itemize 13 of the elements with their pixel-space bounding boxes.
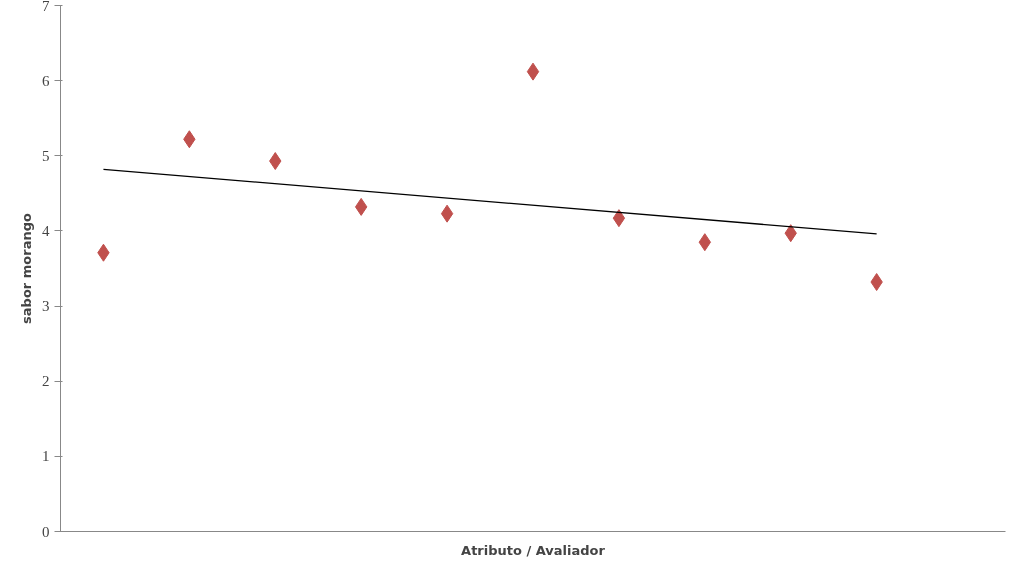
y-axis-title: sabor morango [19, 213, 34, 324]
y-tick-label: 2 [42, 373, 50, 390]
y-tick-label: 0 [42, 523, 50, 540]
x-axis-title: Atributo / Avaliador [461, 542, 606, 558]
y-tick-label: 3 [42, 298, 50, 315]
y-tick-label: 6 [42, 72, 50, 89]
point [612, 209, 626, 228]
y-tick-label: 7 [42, 0, 50, 14]
y-tick-label: 4 [42, 222, 50, 239]
point [440, 204, 454, 223]
y-tick-label: 1 [42, 448, 50, 465]
y-tick-label: 5 [42, 147, 50, 164]
point [526, 62, 540, 81]
